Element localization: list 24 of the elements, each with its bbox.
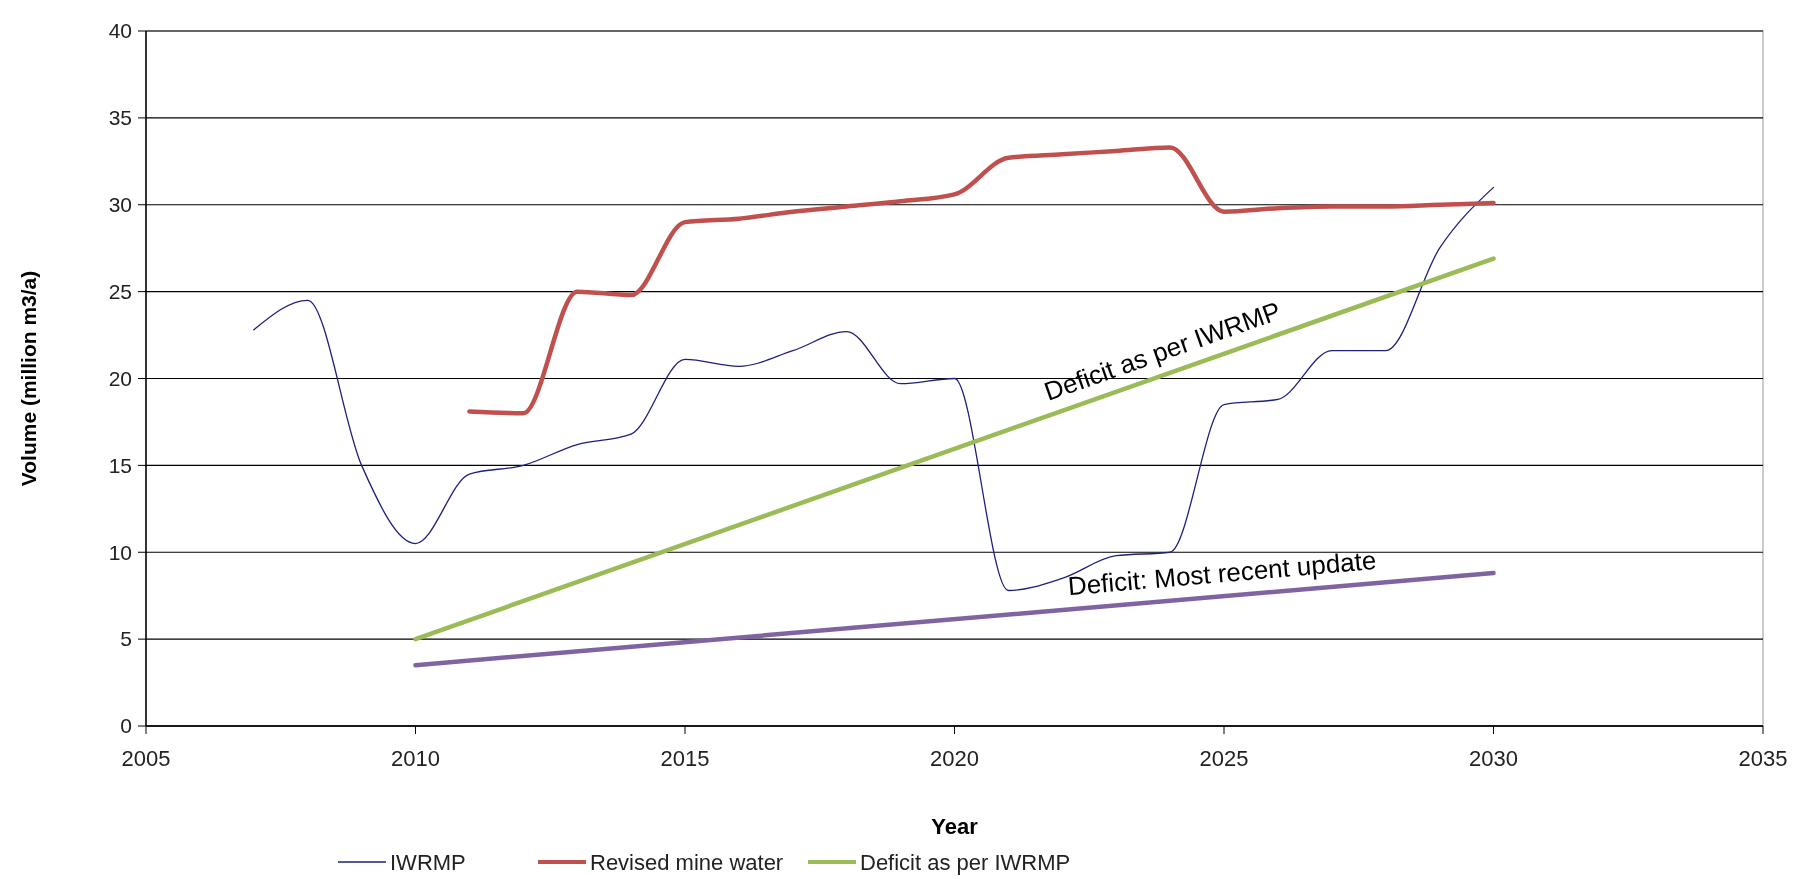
annotation: Deficit as per IWRMP: [1040, 295, 1285, 407]
annotation: Deficit: Most recent update: [1066, 544, 1378, 602]
line-series: [467, 145, 1496, 416]
y-tick-label: 15: [108, 453, 132, 477]
x-tick-label: 2035: [1738, 746, 1788, 771]
y-tick-label: 25: [108, 279, 132, 303]
y-tick-label: 10: [108, 540, 132, 564]
x-tick-label: 2010: [391, 746, 440, 771]
x-tick-label: 2025: [1199, 746, 1249, 771]
x-tick-label: 2030: [1469, 746, 1518, 771]
y-tick-label: 30: [108, 193, 132, 217]
y-tick-label: 5: [120, 627, 132, 651]
legend-label: Revised mine water: [590, 849, 784, 875]
y-tick-label: 20: [108, 366, 132, 390]
x-axis-title: Year: [931, 814, 979, 839]
y-tick-label: 0: [120, 714, 132, 738]
y-tick-label: 35: [108, 106, 132, 130]
x-tick-label: 2005: [121, 746, 171, 771]
x-tick-label: 2015: [660, 746, 710, 771]
y-axis-title: Volume (million m3/a): [17, 270, 40, 487]
y-tick-label: 40: [108, 19, 132, 43]
legend-label: Deficit as per IWRMP: [860, 849, 1071, 875]
x-tick-label: 2020: [930, 746, 979, 771]
legend-label: IWRMP: [390, 849, 466, 875]
